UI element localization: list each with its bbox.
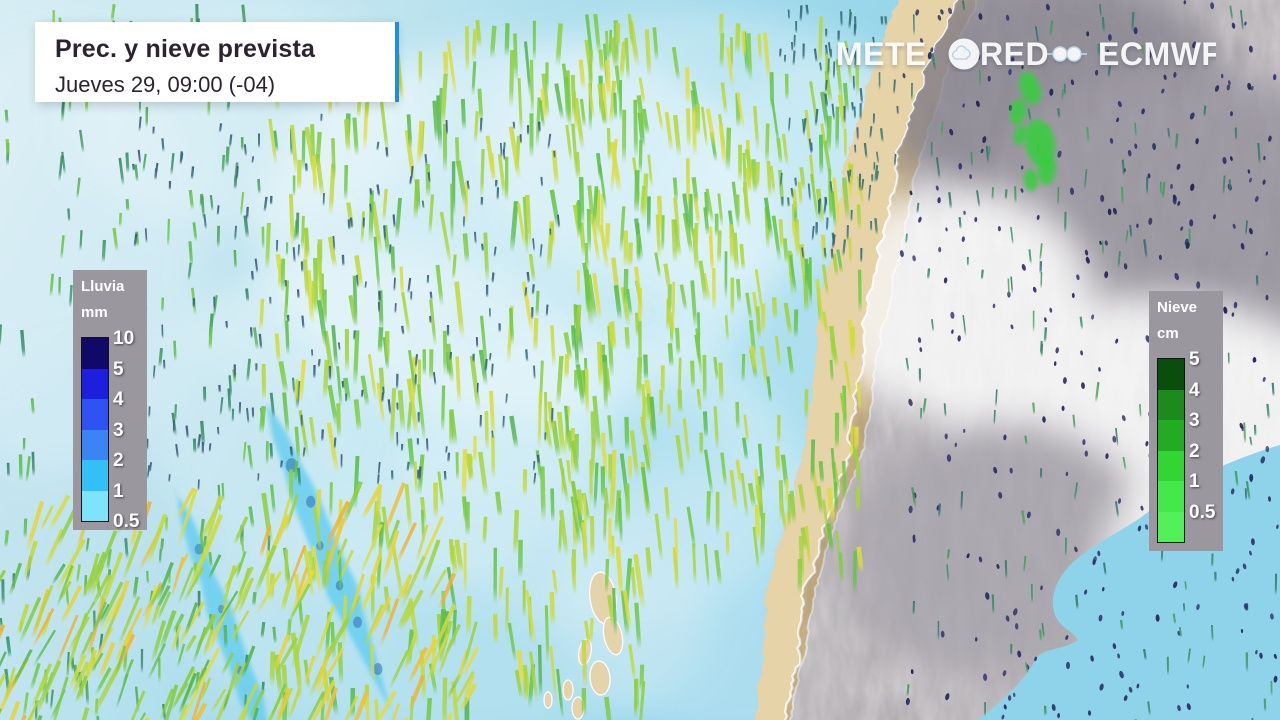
svg-text:ECMWF: ECMWF (1098, 38, 1216, 72)
svg-text:RED: RED (980, 38, 1049, 72)
svg-text:METE: METE (836, 38, 927, 72)
